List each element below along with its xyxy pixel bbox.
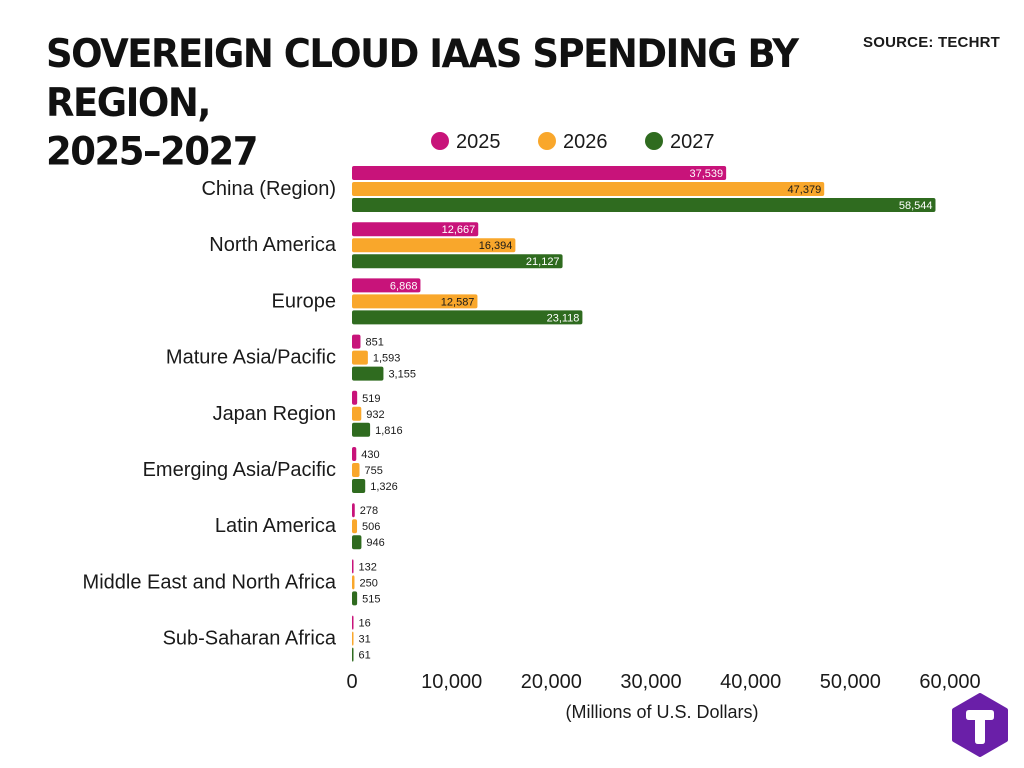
bar-2025 [352, 447, 357, 461]
bar-2027 [352, 422, 371, 437]
data-label-2025: 12,667 [442, 224, 476, 236]
data-label-2026: 47,379 [788, 184, 822, 196]
data-label-2027: 1,326 [370, 481, 398, 493]
x-tick-label: 40,000 [720, 671, 781, 693]
category-label: North America [209, 234, 337, 256]
bar-2026 [352, 575, 355, 590]
bar-2027 [352, 535, 362, 550]
x-tick-label: 0 [346, 671, 357, 693]
data-label-2027: 58,544 [899, 200, 933, 212]
legend-swatch-2025 [431, 132, 449, 150]
bar-2026 [352, 463, 360, 477]
data-label-2026: 16,394 [479, 240, 513, 252]
category-label: China (Region) [201, 178, 336, 200]
data-label-2027: 1,816 [375, 425, 403, 437]
legend-swatch-2027 [645, 132, 663, 150]
data-label-2025: 430 [361, 449, 379, 461]
bar-2026 [352, 350, 368, 365]
legend-swatch-2026 [538, 132, 556, 150]
legend-label-2026: 2026 [563, 131, 608, 153]
bar-2025 [352, 615, 354, 630]
data-label-2027: 946 [366, 537, 384, 549]
x-tick-label: 10,000 [421, 671, 482, 693]
bar-2026 [352, 294, 478, 309]
data-label-2025: 6,868 [390, 280, 418, 292]
bar-2026 [352, 631, 354, 646]
bar-2027 [352, 310, 583, 325]
category-label: Sub-Saharan Africa [163, 628, 337, 650]
data-label-2025: 37,539 [689, 168, 723, 180]
bar-2027 [352, 591, 358, 606]
category-label: Latin America [215, 515, 337, 537]
source-label: SOURCE: TECHRT [863, 34, 1000, 51]
bar-2027 [352, 198, 936, 212]
category-label: Mature Asia/Pacific [166, 347, 336, 369]
x-tick-label: 20,000 [521, 671, 582, 693]
legend-label-2025: 2025 [456, 131, 501, 153]
bar-2025 [352, 503, 355, 518]
techrt-logo-icon [951, 693, 1009, 757]
category-label: Japan Region [213, 403, 336, 425]
bar-2025 [352, 390, 358, 405]
category-label: Europe [272, 290, 337, 312]
data-label-2025: 519 [362, 393, 380, 405]
data-label-2025: 278 [360, 505, 378, 517]
bar-2025 [352, 222, 479, 237]
bar-2025 [352, 278, 421, 293]
data-label-2027: 23,118 [547, 312, 580, 324]
x-tick-label: 60,000 [919, 671, 980, 693]
bar-2026 [352, 238, 516, 253]
x-tick-label: 30,000 [620, 671, 681, 693]
chart-title: SOVEREIGN CLOUD IAAS SPENDING BY REGION,… [46, 30, 846, 176]
chart-title-line-1: SOVEREIGN CLOUD IAAS SPENDING BY REGION, [46, 31, 799, 126]
x-tick-label: 50,000 [820, 671, 881, 693]
bar-2025 [352, 334, 361, 349]
bar-2026 [352, 519, 358, 534]
data-label-2026: 250 [359, 577, 377, 589]
data-label-2026: 1,593 [373, 353, 401, 365]
bar-2025 [352, 166, 727, 180]
category-label: Middle East and North Africa [83, 571, 337, 593]
data-label-2025: 132 [359, 561, 377, 573]
data-label-2027: 3,155 [388, 369, 416, 381]
data-label-2026: 506 [362, 521, 380, 533]
bar-2027 [352, 254, 563, 269]
chart-title-line-2: 2025–2027 [46, 128, 258, 175]
category-label: Emerging Asia/Pacific [143, 459, 336, 481]
data-label-2027: 61 [359, 650, 371, 662]
bar-2027 [352, 479, 366, 493]
data-label-2026: 12,587 [441, 296, 475, 308]
bar-2025 [352, 559, 354, 574]
data-label-2026: 755 [365, 465, 383, 477]
data-label-2025: 16 [359, 618, 371, 630]
data-label-2027: 21,127 [526, 256, 560, 268]
bar-2026 [352, 182, 825, 196]
bar-2027 [352, 366, 384, 381]
legend-label-2027: 2027 [670, 131, 715, 153]
data-label-2027: 515 [362, 593, 380, 605]
x-axis-title: (Millions of U.S. Dollars) [565, 702, 758, 722]
data-label-2025: 851 [365, 337, 383, 349]
bar-2027 [352, 647, 354, 662]
data-label-2026: 932 [366, 409, 384, 421]
bar-2026 [352, 406, 362, 421]
data-label-2026: 31 [359, 634, 371, 646]
